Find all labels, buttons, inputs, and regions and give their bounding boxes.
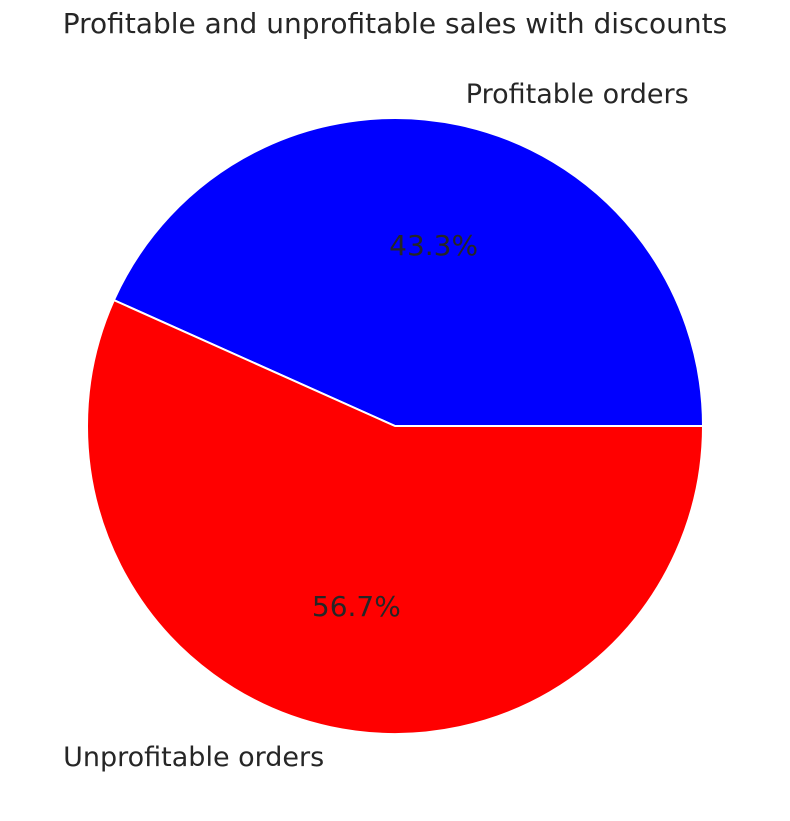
slice-pct-label-1: 43.3% <box>389 229 478 262</box>
slice-label-2: Unprofitable orders <box>63 742 324 773</box>
slice-pct-label-2: 56.7% <box>312 590 401 623</box>
chart-title: Profitable and unprofitable sales with d… <box>63 7 727 40</box>
pie-slices <box>87 118 703 734</box>
slice-label-1: Profitable orders <box>466 79 689 110</box>
